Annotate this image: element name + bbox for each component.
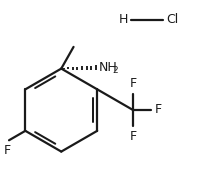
Text: Cl: Cl — [167, 13, 179, 26]
Text: 2: 2 — [112, 66, 118, 75]
Text: H: H — [118, 13, 128, 26]
Text: F: F — [129, 77, 137, 90]
Text: F: F — [154, 103, 162, 116]
Text: F: F — [4, 144, 11, 158]
Text: F: F — [129, 130, 137, 143]
Text: NH: NH — [99, 61, 118, 74]
